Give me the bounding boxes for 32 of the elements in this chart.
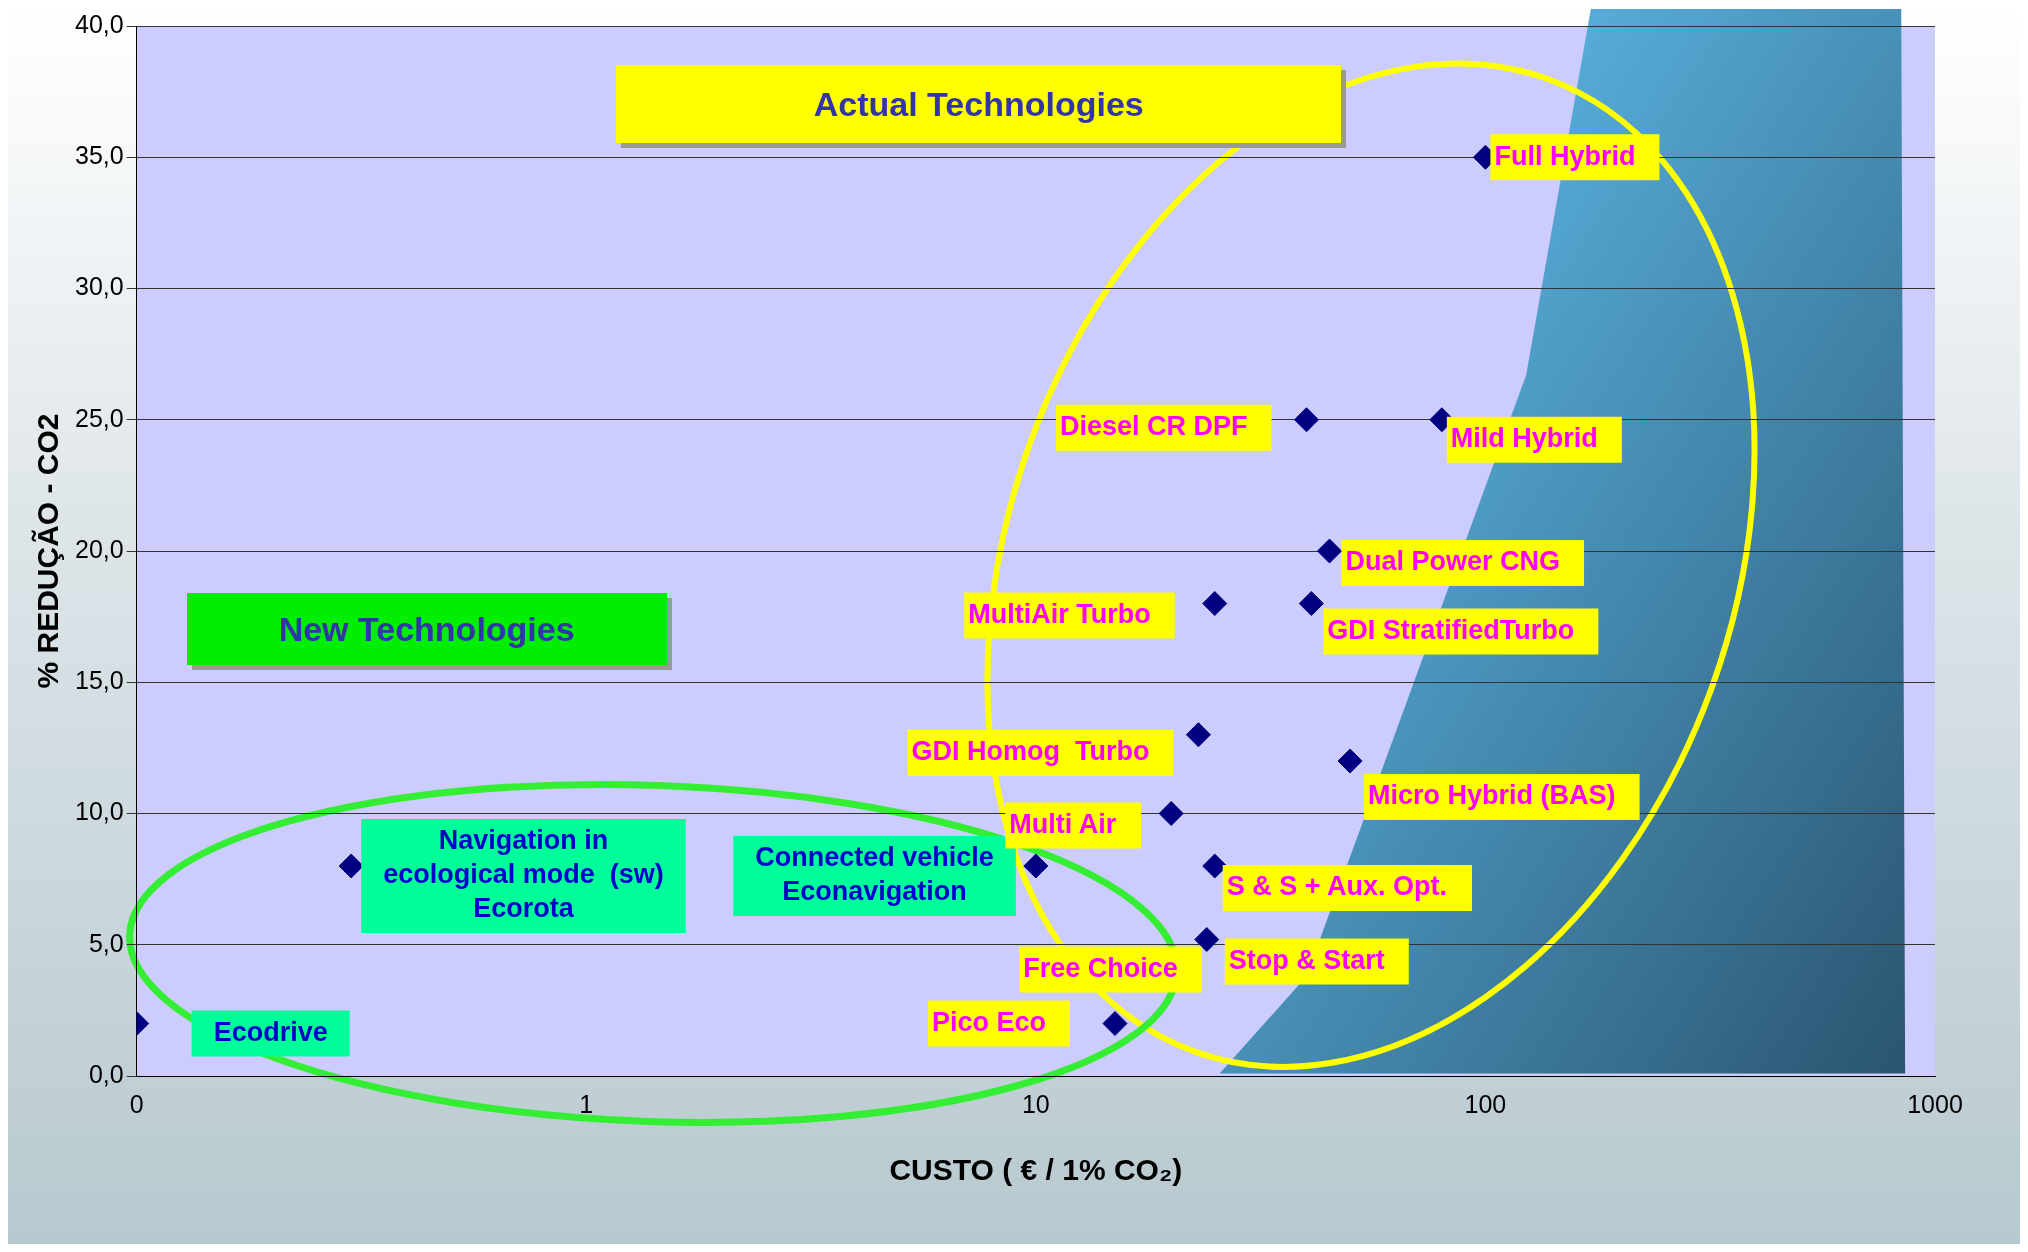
y-tick-label: 15,0 xyxy=(74,666,124,695)
y-tick-label: 40,0 xyxy=(74,9,124,38)
annotation: Pico Eco xyxy=(931,1006,1047,1037)
annotation: GDI Homog Turbo xyxy=(911,736,1150,767)
annotation: Diesel CR DPF xyxy=(1059,411,1248,442)
y-axis-title: % REDUÇÃO - CO2 xyxy=(31,413,65,689)
annotation: Free Choice xyxy=(1023,952,1178,983)
annotation: GDI StratifiedTurbo xyxy=(1327,614,1575,645)
y-tick-label: 30,0 xyxy=(74,272,124,301)
annotation: Dual Power CNG xyxy=(1345,546,1561,577)
x-tick-label: 10 xyxy=(1021,1089,1050,1118)
annotation: Ecodrive xyxy=(213,1016,328,1047)
x-tick-label: 100 xyxy=(1464,1089,1507,1118)
annotation: Navigation in ecological mode (sw) Ecorota xyxy=(383,825,664,924)
annotation: Mild Hybrid xyxy=(1450,423,1598,454)
annotation: Multi Air xyxy=(1009,808,1117,839)
y-tick-label: 10,0 xyxy=(74,797,124,826)
y-tick-label: 25,0 xyxy=(74,403,124,432)
annotation: Micro Hybrid (BAS) xyxy=(1368,780,1616,811)
y-tick-label: 35,0 xyxy=(74,141,124,170)
annotation: Connected vehicle Econavigation xyxy=(755,842,994,907)
y-tick-label: 20,0 xyxy=(74,534,124,563)
annotation: MultiAir Turbo xyxy=(968,598,1151,629)
x-axis-title: CUSTO ( € / 1% CO₂) xyxy=(889,1153,1183,1187)
y-tick-label: 0,0 xyxy=(88,1059,124,1088)
annotation: S & S + Aux. Opt. xyxy=(1226,871,1448,902)
annotation: Full Hybrid xyxy=(1494,140,1636,171)
x-tick-label: 1 xyxy=(579,1089,594,1118)
x-tick-label: 0 xyxy=(129,1089,144,1118)
annotation: Stop & Start xyxy=(1228,944,1385,975)
x-tick-label: 1000 xyxy=(1907,1089,1963,1118)
y-tick-label: 5,0 xyxy=(88,928,124,957)
